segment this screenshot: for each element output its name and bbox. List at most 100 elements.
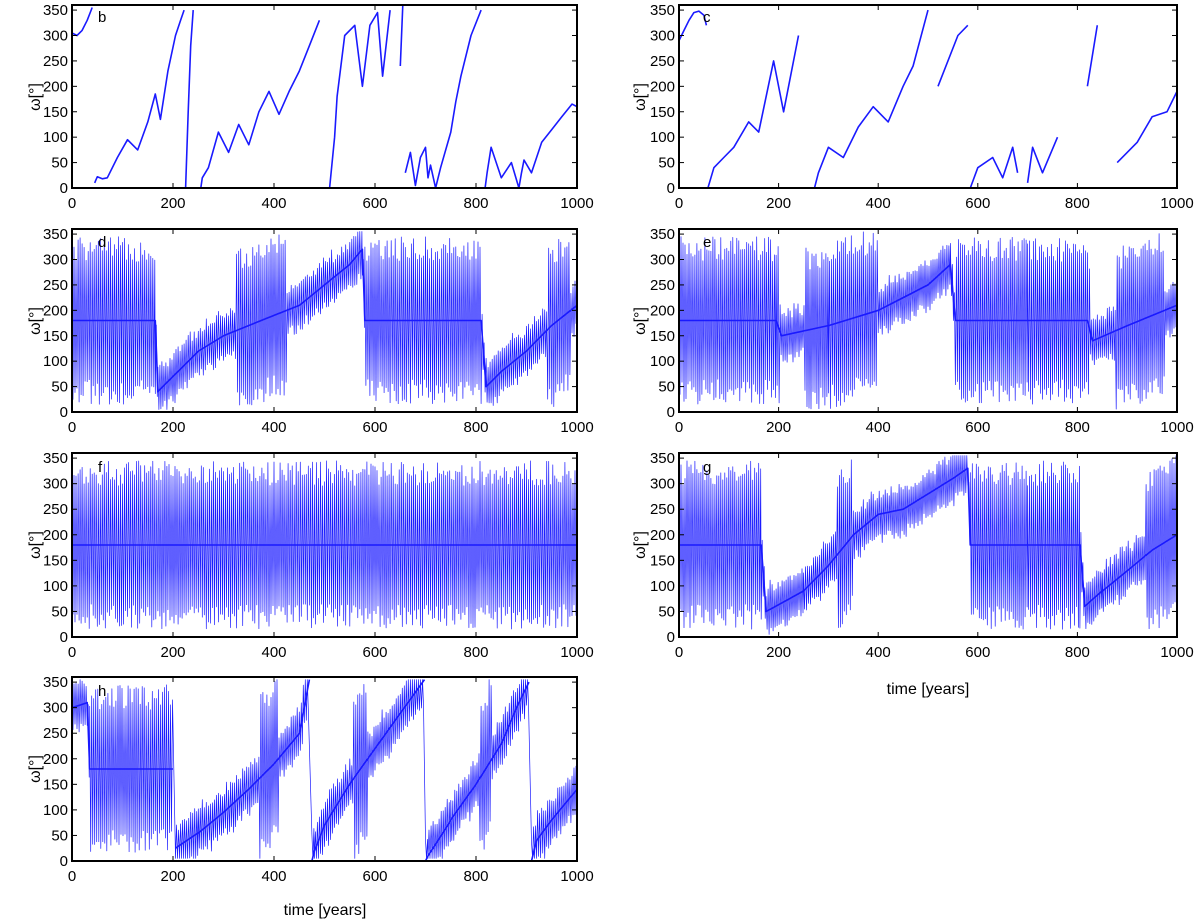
x-tick-label: 1000 — [560, 419, 593, 436]
x-tick-label: 1000 — [560, 868, 593, 885]
panel-e-frame — [678, 228, 1178, 413]
panel-h-label: h — [98, 683, 106, 700]
y-tick-label: 50 — [51, 827, 68, 844]
series-line — [679, 9, 1177, 188]
series-oscillation — [72, 460, 577, 630]
y-tick-label: 300 — [43, 252, 68, 269]
y-tick-label: 200 — [43, 527, 68, 544]
x-tick-label: 200 — [160, 419, 185, 436]
x-tick-label: 600 — [965, 419, 990, 436]
panel-d: 0 200 400 600 800 1000 0 50 100 150 200 250 300 350 d… — [27, 226, 594, 436]
y-tick-label: 300 — [650, 252, 675, 269]
panel-e-ylabel: ω[°] — [632, 307, 649, 335]
y-tick-label: 250 — [43, 277, 68, 294]
x-tick-label: 600 — [362, 419, 387, 436]
y-tick-label: 350 — [650, 226, 675, 243]
panel-f-ylabel: ω[°] — [27, 531, 44, 559]
y-tick-label: 150 — [650, 328, 675, 345]
panel-h-frame — [71, 676, 578, 862]
panel-c: 0 200 400 600 800 1000 0 50 100 150 200 250 300 350 c… — [632, 2, 1194, 212]
y-tick-label: 250 — [43, 501, 68, 518]
y-tick-label: 100 — [650, 129, 675, 146]
x-tick-label: 200 — [160, 195, 185, 212]
panel-b-label: b — [98, 9, 106, 26]
x-tick-label: 600 — [362, 868, 387, 885]
y-tick-label: 200 — [43, 302, 68, 319]
x-tick-label: 400 — [261, 644, 286, 661]
y-tick-label: 300 — [43, 476, 68, 493]
y-tick-label: 150 — [43, 776, 68, 793]
panel-g-frame — [678, 452, 1178, 638]
y-tick-label: 250 — [650, 277, 675, 294]
x-tick-label: 400 — [261, 195, 286, 212]
x-tick-label: 800 — [463, 868, 488, 885]
x-tick-label: 400 — [866, 195, 891, 212]
x-tick-label: 1000 — [1160, 419, 1193, 436]
y-tick-label: 100 — [43, 353, 68, 370]
y-tick-label: 50 — [51, 155, 68, 172]
y-tick-label: 200 — [650, 78, 675, 95]
x-tick-label: 200 — [766, 195, 791, 212]
y-tick-label: 0 — [60, 404, 68, 421]
x-tick-label: 800 — [1065, 644, 1090, 661]
x-tick-label: 800 — [463, 419, 488, 436]
y-tick-label: 150 — [43, 328, 68, 345]
y-tick-label: 250 — [650, 53, 675, 70]
panel-f-label: f — [98, 459, 103, 476]
x-tick-label: 1000 — [560, 195, 593, 212]
x-tick-label: 800 — [1065, 195, 1090, 212]
x-tick-label: 1000 — [560, 644, 593, 661]
x-tick-label: 400 — [261, 419, 286, 436]
panel-b: 0 200 400 600 800 1000 0 50 100 150 200 250 300 350 b… — [27, 2, 594, 212]
y-tick-label: 200 — [43, 78, 68, 95]
y-tick-label: 50 — [51, 603, 68, 620]
y-tick-label: 0 — [667, 629, 675, 646]
y-tick-label: 0 — [667, 404, 675, 421]
x-tick-label: 400 — [866, 644, 891, 661]
x-tick-label: 1000 — [1160, 195, 1193, 212]
x-tick-label: 800 — [1065, 419, 1090, 436]
series-oscillation — [679, 455, 1177, 635]
series-oscillation — [72, 231, 577, 410]
x-tick-label: 600 — [965, 644, 990, 661]
series-oscillation — [72, 679, 577, 859]
y-tick-label: 200 — [43, 751, 68, 768]
panel-h: 0 200 400 600 800 1000 0 50 100 150 200 250 300 350 h… — [27, 674, 594, 919]
y-tick-label: 100 — [650, 578, 675, 595]
y-tick-label: 300 — [43, 28, 68, 45]
y-tick-label: 100 — [43, 578, 68, 595]
panel-b-frame — [71, 4, 578, 189]
y-tick-label: 100 — [43, 802, 68, 819]
series-oscillation — [679, 231, 1177, 410]
y-tick-label: 350 — [43, 674, 68, 691]
panel-c-frame — [678, 4, 1178, 189]
y-tick-label: 350 — [43, 450, 68, 467]
y-tick-label: 350 — [43, 226, 68, 243]
y-tick-label: 350 — [650, 450, 675, 467]
panel-h-xlabel: time [years] — [284, 902, 367, 919]
panel-d-frame — [71, 228, 578, 413]
x-tick-label: 0 — [68, 419, 76, 436]
panel-f-frame — [71, 452, 578, 638]
y-tick-label: 250 — [43, 725, 68, 742]
y-tick-label: 150 — [43, 552, 68, 569]
x-tick-label: 0 — [68, 868, 76, 885]
panel-g-xlabel: time [years] — [887, 681, 970, 698]
panel-e-label: e — [703, 234, 711, 251]
y-tick-label: 50 — [658, 155, 675, 172]
panel-f: 0 200 400 600 800 1000 0 50 100 150 200 250 300 350 f… — [27, 450, 594, 661]
panel-d-label: d — [98, 234, 106, 251]
y-tick-label: 300 — [650, 28, 675, 45]
y-tick-label: 150 — [650, 104, 675, 121]
y-tick-label: 50 — [658, 379, 675, 396]
y-tick-label: 0 — [60, 180, 68, 197]
y-tick-label: 250 — [43, 53, 68, 70]
x-tick-label: 200 — [160, 644, 185, 661]
x-tick-label: 600 — [965, 195, 990, 212]
x-tick-label: 600 — [362, 195, 387, 212]
x-tick-label: 600 — [362, 644, 387, 661]
series-line — [72, 5, 577, 188]
panel-g-ylabel: ω[°] — [632, 531, 649, 559]
panel-c-label: c — [703, 9, 711, 26]
